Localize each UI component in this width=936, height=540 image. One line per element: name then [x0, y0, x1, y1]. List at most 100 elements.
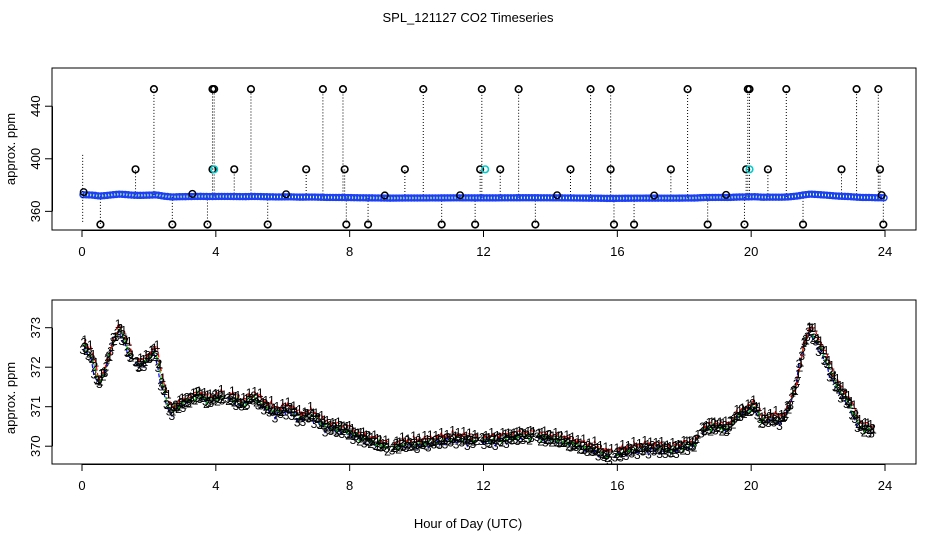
series-2-marker: 2 — [278, 405, 285, 419]
series-2-marker: 2 — [295, 412, 302, 426]
series-2-marker: 2 — [239, 397, 246, 411]
series-1-marker: 1 — [605, 446, 612, 460]
series-2-marker: 2 — [565, 439, 572, 453]
series-2-marker: 2 — [833, 380, 840, 394]
series-2-marker: 2 — [147, 350, 154, 364]
series-2-marker: 2 — [451, 432, 458, 446]
series-1-marker: 1 — [159, 371, 166, 385]
series-3-marker: 3 — [227, 393, 234, 407]
series-1-marker: 1 — [380, 436, 387, 450]
series-3-marker: 3 — [194, 391, 201, 405]
series-3-marker: 3 — [729, 415, 736, 429]
series-1-marker: 1 — [137, 351, 144, 365]
series-2-marker: 2 — [203, 397, 210, 411]
series-3-marker: 3 — [166, 404, 173, 418]
series-2-marker: 2 — [161, 384, 168, 398]
series-3-marker: 3 — [648, 441, 655, 455]
series-1-marker: 1 — [667, 440, 674, 454]
bottom-x-tick-label: 24 — [878, 478, 892, 493]
series-3-marker: 3 — [378, 440, 385, 454]
series-1-marker: 1 — [118, 322, 125, 336]
series-2-marker: 2 — [376, 433, 383, 447]
series-1-marker: 1 — [756, 400, 763, 414]
series-1-marker: 1 — [285, 395, 292, 409]
series-1-marker: 1 — [407, 435, 414, 449]
bottom-data-series: 3333333333333333333333333333333333333333… — [79, 317, 877, 468]
series-3-marker: 3 — [659, 443, 666, 457]
series-1-marker: 1 — [480, 432, 487, 446]
series-3-marker: 3 — [79, 343, 86, 357]
series-2-marker: 2 — [680, 443, 687, 457]
series-line-1 — [84, 322, 874, 455]
series-1-marker: 1 — [419, 436, 426, 450]
series-3-marker: 3 — [397, 440, 404, 454]
series-1-marker: 1 — [817, 334, 824, 348]
series-3-marker: 3 — [291, 405, 298, 419]
series-2-marker: 2 — [189, 391, 196, 405]
series-3-marker: 3 — [737, 410, 744, 424]
series-3-marker: 3 — [745, 403, 752, 417]
series-3-marker: 3 — [835, 381, 842, 395]
series-3-marker: 3 — [313, 412, 320, 426]
series-1-marker: 1 — [469, 433, 476, 447]
series-2-marker: 2 — [540, 429, 547, 443]
series-1-marker: 1 — [282, 400, 289, 414]
series-2-marker: 2 — [615, 449, 622, 463]
series-3-marker: 3 — [364, 435, 371, 449]
series-1-marker: 1 — [759, 410, 766, 424]
low-outlier-point — [263, 220, 272, 229]
series-3-marker: 3 — [439, 435, 446, 449]
series-3-marker: 3 — [698, 427, 705, 441]
series-2-marker: 2 — [504, 432, 511, 446]
series-1-marker: 1 — [742, 404, 749, 418]
series-2-marker: 2 — [794, 374, 801, 388]
series-2-marker: 2 — [774, 414, 781, 428]
top-x-tick-label: 24 — [878, 244, 892, 259]
series-1-marker: 1 — [775, 411, 782, 425]
series-1-marker: 1 — [126, 335, 133, 349]
series-2-marker: 2 — [685, 440, 692, 454]
series-3-marker: 3 — [160, 384, 167, 398]
series-1-marker: 1 — [614, 441, 621, 455]
series-2-marker: 2 — [861, 426, 868, 440]
series-1-marker: 1 — [193, 385, 200, 399]
series-2-marker: 2 — [510, 433, 517, 447]
series-3-marker: 3 — [645, 447, 652, 461]
series-1-marker: 1 — [104, 353, 111, 367]
series-1-marker: 1 — [441, 432, 448, 446]
series-3-marker: 3 — [667, 447, 674, 461]
series-1-marker: 1 — [463, 429, 470, 443]
series-2-marker: 2 — [437, 433, 444, 447]
series-2-marker: 2 — [588, 444, 595, 458]
series-2-marker: 2 — [175, 402, 182, 416]
series-1-marker: 1 — [736, 404, 743, 418]
series-2-marker: 2 — [808, 324, 815, 338]
series-3-marker: 3 — [765, 416, 772, 430]
series-1-marker: 1 — [563, 428, 570, 442]
series-2-marker: 2 — [448, 433, 455, 447]
series-1-marker: 1 — [363, 428, 370, 442]
series-1-marker: 1 — [859, 418, 866, 432]
series-2-marker: 2 — [783, 407, 790, 421]
series-3-marker: 3 — [102, 366, 109, 380]
series-3-marker: 3 — [403, 441, 410, 455]
series-3-marker: 3 — [536, 432, 543, 446]
series-3-marker: 3 — [414, 442, 421, 456]
series-2-marker: 2 — [596, 441, 603, 455]
series-2-marker: 2 — [713, 421, 720, 435]
series-1-marker: 1 — [201, 386, 208, 400]
series-2-marker: 2 — [340, 424, 347, 438]
series-2-marker: 2 — [593, 444, 600, 458]
series-1-marker: 1 — [644, 438, 651, 452]
series-3-marker: 3 — [528, 431, 535, 445]
series-2-marker: 2 — [562, 434, 569, 448]
top-axes: 0 4 8 12 16 20 24 360 400 440 — [28, 95, 892, 259]
series-2-marker: 2 — [613, 447, 620, 461]
high-outlier-point — [210, 85, 219, 94]
series-2-marker: 2 — [602, 448, 609, 462]
series-2-marker: 2 — [632, 442, 639, 456]
series-2-marker: 2 — [225, 394, 232, 408]
series-1-marker: 1 — [803, 333, 810, 347]
high-outlier-point — [318, 85, 328, 94]
series-3-marker: 3 — [623, 449, 630, 463]
